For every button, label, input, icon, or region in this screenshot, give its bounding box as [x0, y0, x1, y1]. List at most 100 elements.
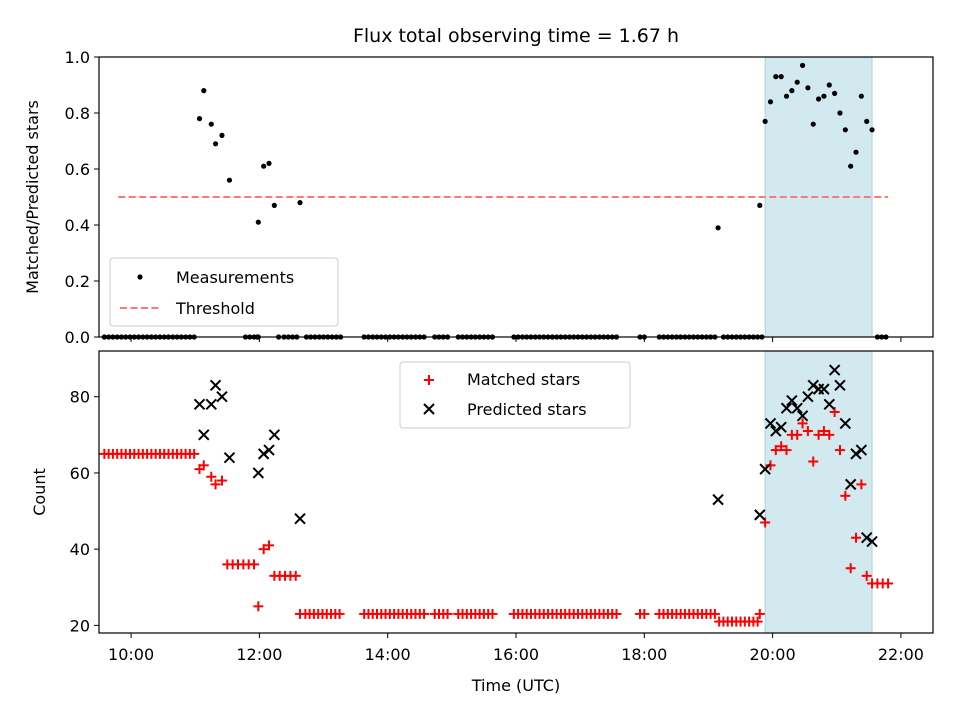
legend-measurements-label: Measurements: [176, 268, 294, 287]
top-y-ticks: 0.0 0.2 0.4 0.6 0.8 1.0: [65, 48, 99, 347]
predicted-star-stroke: [193, 398, 206, 411]
top-panel: 0.0 0.2 0.4 0.6 0.8 1.0 Matched/Predicted sta…: [23, 48, 934, 347]
bottom-x-tick-label: 12:00: [236, 645, 282, 664]
predicted-star-point: [786, 394, 798, 407]
matched-star-point: [856, 479, 867, 490]
bottom-x-tick-label: 10:00: [108, 645, 154, 664]
top-axes-frame: [98, 56, 934, 338]
matched-star-point: [851, 532, 862, 543]
matched-star-point: [781, 445, 792, 456]
measurement-point: [297, 200, 303, 206]
bottom-y-ticks: 20 40 60 80: [70, 388, 99, 635]
bottom-y-tick-label: 40: [70, 540, 90, 559]
predicted-star-point: [216, 391, 228, 403]
predicted-star-stroke: [844, 478, 857, 491]
measurement-point: [842, 127, 848, 133]
predicted-star-stroke: [205, 398, 217, 411]
predicted-star-point: [754, 509, 766, 521]
bottom-y-tick-label: 60: [70, 464, 90, 483]
predicted-star-stroke: [198, 429, 210, 441]
predicted-star-stroke: [252, 467, 265, 479]
bottom-legend: Matched stars Predicted stars: [399, 361, 631, 429]
matched-star-point: [419, 608, 430, 619]
predicted-star-point: [193, 398, 206, 411]
predicted-star-stroke: [764, 417, 777, 430]
measurement-point: [196, 116, 203, 122]
bottom-x-tick-label: 14:00: [365, 645, 411, 664]
bottom-legend-box: [399, 361, 631, 429]
predicted-star-point: [268, 429, 281, 441]
bottom-axes-frame: [98, 350, 934, 634]
measurement-point: [821, 93, 827, 99]
predicted-star-stroke: [839, 417, 852, 430]
matched-star-point: [639, 608, 650, 619]
bottom-panel: 20 40 60 80 10:00 12:00 14:00 16:00 18:00 20:00 2…: [30, 350, 934, 695]
measurement-point: [201, 88, 207, 94]
legend-predicted-marker: [423, 403, 435, 415]
measurement-point: [767, 99, 774, 105]
predicted-star-stroke: [866, 535, 878, 548]
measurement-point: [794, 79, 800, 85]
bottom-x-tick-label: 16:00: [493, 645, 539, 664]
matched-star-point: [840, 490, 851, 501]
predicted-star-point: [780, 402, 793, 414]
matched-star-point: [487, 608, 498, 619]
matched-star-point: [765, 460, 776, 471]
measurement-point: [810, 121, 816, 127]
predicted-star-point: [839, 417, 852, 430]
measurement-point: [762, 118, 768, 124]
predicted-star-point: [294, 512, 306, 525]
measurement-point: [783, 93, 790, 99]
legend-predicted-label: Predicted stars: [467, 400, 587, 419]
measurement-point: [255, 219, 261, 225]
predicted-star-point: [223, 451, 236, 464]
predicted-star-stroke: [263, 444, 275, 456]
measurement-point: [837, 110, 843, 116]
matched-star-point: [264, 540, 275, 551]
measurement-point: [869, 127, 875, 133]
top-y-tick-label: 0.8: [65, 104, 90, 123]
measurement-point: [832, 90, 838, 96]
predicted-star-stroke: [257, 448, 270, 460]
predicted-star-stroke: [223, 451, 236, 464]
predicted-star-point: [866, 535, 878, 548]
measurement-point: [261, 163, 267, 169]
predicted-star-point: [823, 398, 835, 411]
predicted-star-point: [791, 402, 803, 414]
measurement-point: [773, 74, 779, 80]
predicted-star-point: [828, 364, 841, 376]
matched-star-point: [792, 429, 803, 440]
bottom-highlight-span: [764, 350, 873, 634]
predicted-star-stroke: [802, 391, 814, 403]
matched-star-point: [442, 608, 453, 619]
count-points: [99, 364, 894, 627]
predicted-star-stroke: [268, 429, 281, 441]
predicted-star-point: [855, 444, 868, 456]
predicted-star-point: [861, 532, 873, 544]
matched-star-point: [776, 441, 787, 452]
predicted-star-stroke: [294, 512, 306, 525]
measurement-point: [858, 93, 864, 99]
bottom-x-ticks: 10:00 12:00 14:00 16:00 18:00 20:00 22:00: [108, 633, 924, 664]
predicted-star-stroke: [775, 421, 787, 433]
matched-star-point: [883, 578, 894, 589]
bottom-y-tick-label: 80: [70, 388, 90, 407]
predicted-star-point: [775, 421, 787, 433]
predicted-star-point: [263, 444, 275, 456]
measurement-point: [826, 82, 832, 88]
predicted-star-stroke: [796, 410, 809, 422]
predicted-star-stroke: [754, 509, 766, 521]
measurement-point: [815, 96, 822, 102]
top-y-tick-label: 0.0: [65, 328, 90, 347]
top-legend-box: [109, 257, 339, 327]
chart-title: Flux total observing time = 1.67 h: [353, 25, 679, 47]
predicted-star-point: [844, 478, 857, 491]
bottom-x-tick-label: 18:00: [621, 645, 667, 664]
measurement-point: [212, 141, 219, 147]
predicted-star-point: [205, 398, 217, 411]
predicted-star-point: [198, 429, 210, 441]
predicted-star-stroke: [791, 402, 803, 414]
matched-star-point: [258, 544, 269, 555]
